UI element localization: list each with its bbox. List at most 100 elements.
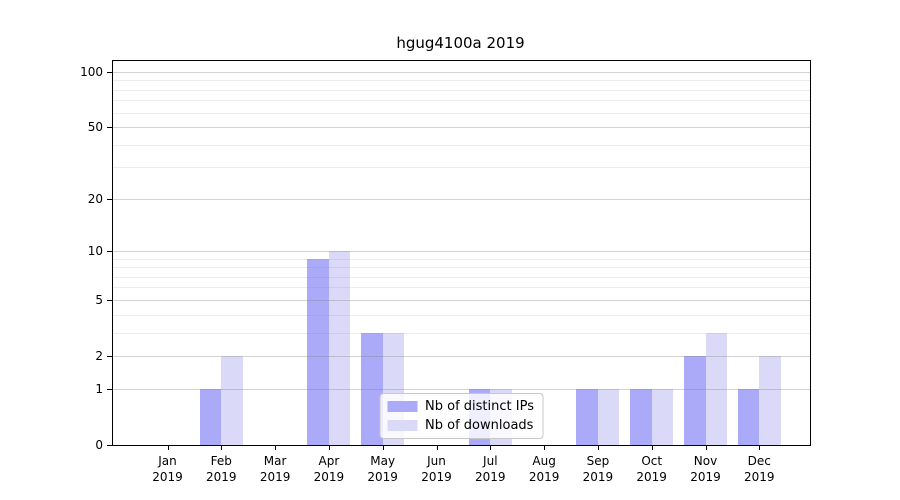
legend-swatch-downloads: [387, 420, 418, 431]
x-tick-month: Feb: [210, 454, 232, 468]
x-tick-month: Mar: [263, 454, 287, 468]
x-tick-label-jul: Jul 2019: [462, 453, 518, 485]
gridline-minor-70: [113, 100, 810, 102]
y-tick-label-50: 50: [87, 120, 103, 135]
y-tick-label-1: 1: [95, 381, 103, 396]
x-tick-mark-mar: [275, 445, 277, 450]
legend: Nb of distinct IPs Nb of downloads: [379, 393, 544, 439]
x-tick-label-dec: Dec 2019: [731, 453, 787, 485]
x-tick-month: Oct: [641, 454, 663, 468]
gridline-minor-30: [113, 167, 810, 169]
x-tick-mark-feb: [221, 445, 223, 450]
plot-area: Nb of distinct IPs Nb of downloads 0 1 2 5 1…: [80, 60, 811, 484]
legend-swatch-distinct-ips: [387, 401, 418, 412]
x-tick-month: Dec: [747, 454, 771, 468]
x-tick-mark-aug: [544, 445, 546, 450]
legend-label-downloads: Nb of downloads: [425, 418, 534, 433]
x-tick-label-jan: Jan 2019: [140, 453, 196, 485]
x-tick-month: Jan: [158, 454, 177, 468]
y-tick-label-0: 0: [95, 437, 103, 452]
x-tick-year: 2019: [206, 470, 237, 485]
bar-downloads-oct: [651, 388, 674, 445]
x-tick-month: Sep: [586, 454, 610, 468]
y-tick-mark-10: [107, 250, 112, 252]
x-tick-label-mar: Mar 2019: [247, 453, 303, 485]
x-tick-label-aug: Aug 2019: [516, 453, 572, 485]
y-tick-mark-100: [107, 72, 112, 73]
x-tick-month: May: [370, 454, 396, 468]
x-tick-mark-jun: [436, 445, 438, 450]
y-tick-label-100: 100: [80, 65, 103, 79]
legend-entry-distinct-ips: Nb of distinct IPs: [387, 399, 534, 414]
gridline-minor-9: [113, 258, 810, 260]
gridline-minor-90: [113, 80, 810, 82]
gridline-minor-7: [113, 276, 810, 278]
gridline-minor-80: [113, 89, 810, 91]
bar-distinct-ips-apr: [307, 258, 329, 445]
gridline-major-20: [113, 198, 810, 200]
y-tick-label-5: 5: [95, 292, 103, 307]
x-tick-year: 2019: [313, 470, 345, 485]
gridline-major-100: [113, 72, 810, 73]
x-tick-mark-may: [382, 445, 384, 450]
bar-downloads-apr: [328, 250, 351, 445]
gridline-minor-40: [113, 144, 810, 146]
x-tick-year: 2019: [421, 470, 452, 485]
gridline-minor-4: [113, 314, 810, 316]
x-tick-year: 2019: [744, 470, 775, 485]
bar-downloads-feb: [221, 355, 243, 445]
x-tick-month: Aug: [532, 454, 556, 468]
gridline-major-50: [113, 127, 810, 129]
gridline-minor-6: [113, 287, 810, 289]
x-tick-year: 2019: [690, 470, 721, 485]
x-tick-month: Jul: [483, 454, 498, 468]
y-tick-mark-0: [107, 444, 112, 446]
bar-distinct-ips-oct: [630, 388, 652, 445]
x-tick-mark-apr: [328, 445, 330, 450]
x-tick-month: Jun: [427, 454, 446, 468]
bar-downloads-nov: [705, 332, 727, 445]
x-tick-year: 2019: [475, 470, 506, 485]
bar-distinct-ips-dec: [737, 388, 760, 445]
x-tick-year: 2019: [259, 470, 291, 485]
x-tick-mark-sep: [597, 445, 599, 450]
gridline-minor-60: [113, 112, 810, 114]
x-tick-label-jun: Jun 2019: [409, 453, 465, 485]
y-tick-mark-5: [107, 299, 112, 301]
x-tick-year: 2019: [528, 470, 560, 485]
bar-distinct-ips-may: [361, 332, 383, 445]
x-tick-month: Apr: [318, 454, 340, 468]
x-tick-year: 2019: [152, 470, 183, 485]
bar-distinct-ips-nov: [684, 355, 706, 445]
x-tick-label-oct: Oct 2019: [624, 453, 680, 485]
x-tick-mark-jul: [490, 445, 492, 450]
y-tick-label-20: 20: [87, 191, 103, 206]
legend-label-distinct-ips: Nb of distinct IPs: [425, 399, 534, 414]
x-tick-label-sep: Sep 2019: [570, 453, 626, 485]
x-tick-mark-dec: [759, 445, 761, 450]
gridline-minor-8: [113, 267, 810, 269]
x-tick-year: 2019: [582, 470, 614, 485]
x-tick-mark-oct: [651, 445, 653, 450]
y-tick-mark-1: [107, 388, 112, 390]
x-tick-label-apr: Apr 2019: [301, 453, 357, 485]
y-tick-mark-50: [107, 127, 112, 129]
bar-downloads-sep: [597, 388, 620, 445]
legend-entry-downloads: Nb of downloads: [387, 418, 534, 433]
x-tick-label-feb: Feb 2019: [193, 453, 249, 485]
chart-title: hgug4100a 2019: [396, 34, 525, 52]
bar-downloads-dec: [759, 355, 781, 445]
y-tick-mark-2: [107, 355, 112, 357]
x-tick-month: Nov: [693, 454, 718, 468]
x-tick-mark-nov: [705, 445, 707, 450]
y-tick-label-2: 2: [95, 348, 103, 363]
x-tick-year: 2019: [367, 470, 398, 485]
bar-distinct-ips-feb: [199, 388, 222, 445]
x-tick-label-nov: Nov 2019: [678, 453, 734, 485]
x-tick-mark-jan: [167, 445, 169, 450]
gridline-major-5: [113, 299, 810, 301]
gridline-major-10: [113, 250, 810, 252]
x-tick-label-may: May 2019: [355, 453, 411, 485]
bar-distinct-ips-sep: [576, 388, 598, 445]
